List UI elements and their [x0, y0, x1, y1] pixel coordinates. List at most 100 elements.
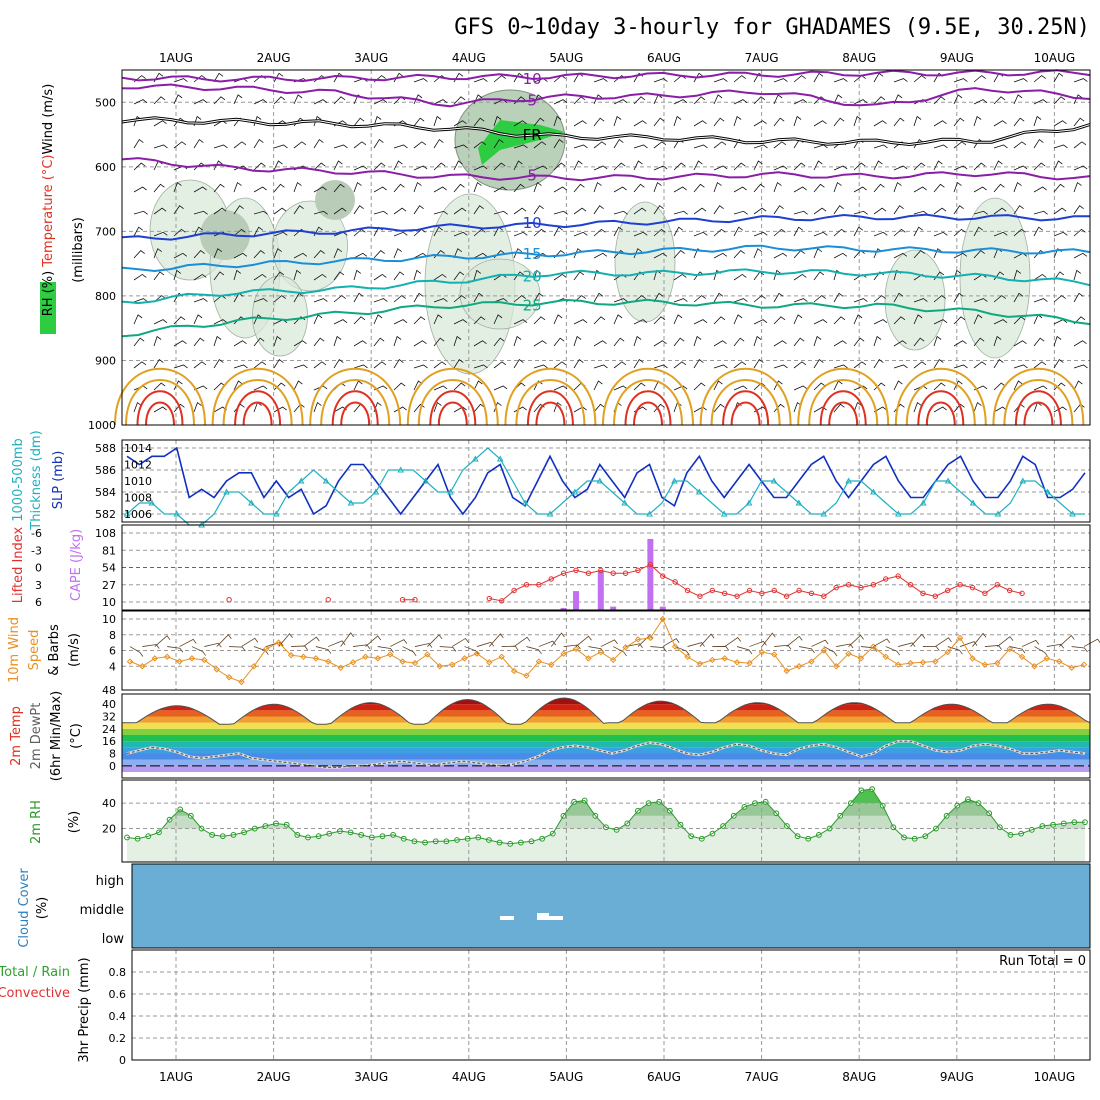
- wind-barb: [953, 78, 968, 83]
- wind-barb: [593, 252, 608, 259]
- wind-barb: [653, 292, 664, 303]
- wind-tick: 4: [109, 660, 116, 673]
- wind-barb: [333, 295, 346, 303]
- temp-tick: 24: [102, 723, 116, 736]
- wind-barb: [853, 210, 868, 215]
- wind-barb-10m: [662, 638, 680, 647]
- wind-barb: [173, 340, 187, 347]
- wind-barb: [433, 162, 446, 171]
- boundary-layer-isotherm: [730, 401, 761, 426]
- li-marker: [635, 567, 641, 574]
- wind-barb-10m: [613, 646, 627, 657]
- wind-barb: [1033, 162, 1046, 171]
- slp-tick: 1014: [124, 442, 152, 455]
- wind-barb: [313, 361, 327, 369]
- wind-barb-10m: [315, 646, 332, 654]
- wind-barb: [1013, 380, 1023, 391]
- date-label-bottom: 2AUG: [257, 1070, 291, 1084]
- wind-barb: [873, 406, 887, 413]
- wind-barb: [733, 273, 747, 281]
- wind-barb-10m: [1058, 634, 1075, 647]
- thickness-marker: [571, 488, 579, 495]
- wind-barb: [1073, 165, 1088, 171]
- wind-barb: [633, 160, 643, 171]
- wind-barb: [153, 271, 165, 281]
- rh-high-area: [478, 120, 565, 165]
- wind-barb: [193, 314, 203, 325]
- wind-barb-10m: [328, 640, 346, 647]
- wind-barb-10m: [526, 646, 542, 655]
- wind-speed-marker: [386, 651, 394, 658]
- date-label-top: 2AUG: [257, 51, 291, 65]
- wind-barb: [1013, 94, 1023, 105]
- li-marker: [870, 582, 877, 588]
- wind-barb: [413, 252, 428, 259]
- wind-barb: [553, 337, 565, 347]
- temp-ylabel-4: (°C): [69, 723, 84, 749]
- wind-barb: [753, 120, 767, 127]
- boundary-layer-isotherm: [136, 390, 184, 426]
- wind-barb: [193, 99, 208, 105]
- rh-shading: [252, 275, 308, 357]
- wind-barb: [1053, 406, 1067, 413]
- thickness-tick: 584: [95, 486, 116, 499]
- wind-barb: [713, 228, 726, 237]
- wind-barb: [1033, 138, 1044, 149]
- wind-barb: [173, 364, 188, 369]
- wind-barb: [933, 96, 946, 105]
- li-line: [402, 564, 1023, 602]
- wind-barb: [553, 401, 562, 413]
- thickness-marker: [1019, 477, 1027, 484]
- wind-barb: [313, 186, 327, 193]
- li-tick: -6: [31, 527, 42, 540]
- wind-barb: [773, 181, 782, 193]
- rh-shading: [272, 200, 348, 292]
- wind-barb: [1033, 210, 1048, 215]
- wind-speed-line: [129, 617, 1085, 683]
- boundary-layer-isotherm: [819, 390, 867, 426]
- wind-barb: [933, 120, 947, 127]
- wind-barb: [673, 385, 688, 391]
- isotherm-label: 15: [523, 245, 542, 263]
- boundary-layer-isotherm: [613, 379, 683, 426]
- wind-barb: [133, 250, 145, 259]
- wind-barb: [773, 269, 782, 281]
- wind-barb: [713, 364, 728, 369]
- wind-barb: [213, 271, 225, 281]
- wind-barb: [713, 165, 728, 171]
- wind-barb: [273, 271, 285, 281]
- wind-barb: [233, 141, 247, 149]
- cape-ylabel: CAPE (J/kg): [69, 529, 84, 601]
- wind-barb: [173, 316, 186, 325]
- boundary-layer-isotherm: [624, 390, 672, 426]
- wind-barb-10m: [340, 632, 355, 647]
- thickness-marker: [472, 455, 479, 462]
- wind-barb: [953, 205, 964, 215]
- wind-barb-10m: [972, 632, 987, 647]
- wind-barb: [353, 141, 367, 149]
- wind-barb: [273, 144, 288, 149]
- wind-barb: [713, 205, 724, 215]
- wind-barb: [733, 115, 742, 127]
- wind-barb: [653, 165, 668, 171]
- wind-barb: [913, 162, 926, 171]
- wind-barb: [693, 183, 705, 193]
- date-label-top: 6AUG: [647, 51, 681, 65]
- date-label-top: 7AUG: [745, 51, 779, 65]
- wind-barb: [793, 75, 806, 83]
- slp-ylabel: SLP (mb): [51, 451, 66, 510]
- wind-barb: [933, 335, 942, 347]
- precip-tick: 0: [119, 1054, 126, 1067]
- wind-barb: [333, 160, 343, 171]
- thickness-marker: [173, 510, 181, 517]
- wind-barb: [913, 250, 925, 259]
- wind-barb: [513, 72, 524, 83]
- wind-barb: [793, 115, 802, 127]
- wind-barb: [393, 144, 408, 149]
- wind-barb: [233, 165, 248, 171]
- wind-barb-10m: [575, 635, 592, 647]
- wind-barb: [333, 358, 344, 369]
- wind-barb: [393, 231, 408, 237]
- wind-barb: [553, 115, 562, 127]
- wind-barb: [193, 226, 203, 237]
